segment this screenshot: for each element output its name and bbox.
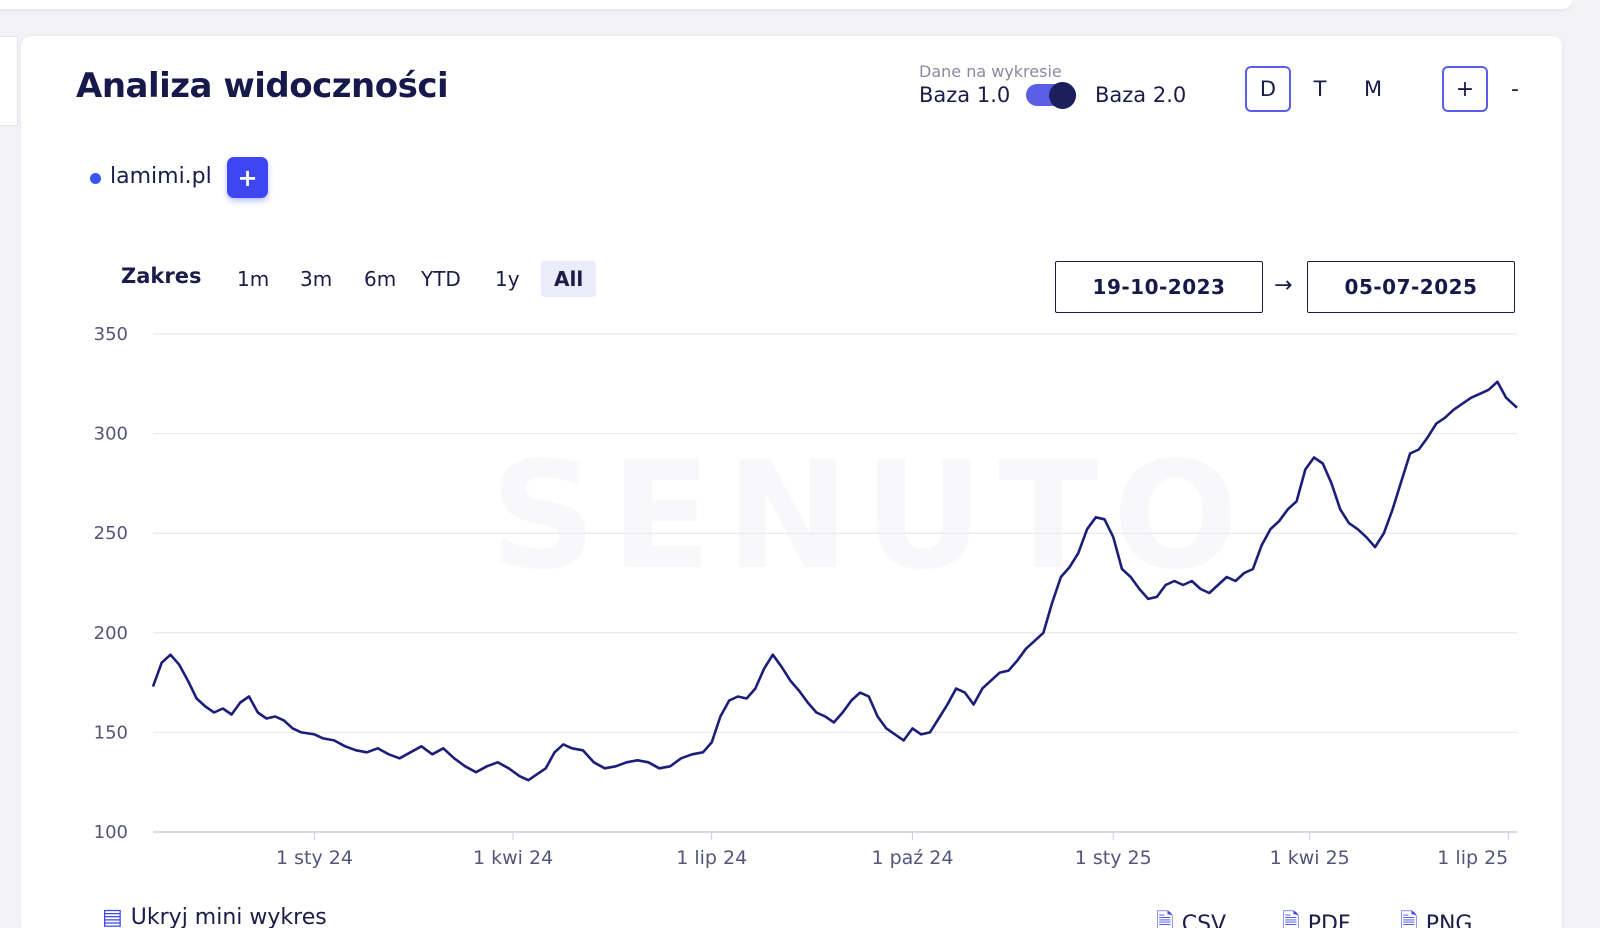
legend-domain-label: lamimi.pl — [110, 164, 212, 189]
page-title: Analiza widoczności — [76, 66, 449, 106]
x-tick-label: 1 paź 24 — [871, 847, 953, 869]
base-toggle[interactable] — [1026, 82, 1076, 109]
y-tick-label: 300 — [94, 424, 128, 445]
toggle-mini-chart-link[interactable]: ▤ Ukryj mini wykres — [102, 905, 327, 928]
y-tick-label: 150 — [94, 722, 128, 743]
y-tick-label: 200 — [94, 623, 128, 644]
csv-file-icon: 🗎 — [1156, 910, 1174, 928]
visibility-card — [21, 36, 1562, 928]
x-tick-label: 1 sty 24 — [276, 847, 353, 869]
export-png-button[interactable]: 🗎 PNG — [1400, 905, 1472, 928]
x-tick-label: 1 kwi 24 — [473, 847, 553, 869]
pdf-file-icon: 🗎 — [1282, 910, 1300, 928]
range-all-button[interactable]: All — [541, 261, 597, 297]
zoom-out-button[interactable]: - — [1511, 76, 1519, 102]
x-tick-label: 1 sty 25 — [1075, 847, 1152, 869]
zoom-in-button[interactable]: + — [1442, 66, 1488, 112]
series-line-lamimi — [151, 380, 1518, 782]
date-from-input[interactable]: 19-10-2023 — [1055, 261, 1263, 313]
base-2-label: Baza 2.0 — [1095, 83, 1187, 107]
export-csv-button[interactable]: 🗎 CSV — [1156, 905, 1226, 928]
period-day-button[interactable]: D — [1245, 66, 1291, 112]
date-to-input[interactable]: 05-07-2025 — [1307, 261, 1515, 313]
top-bar — [0, 0, 1572, 9]
png-label: PNG — [1425, 911, 1473, 928]
grid-layer — [153, 333, 1517, 833]
range-1y-button[interactable]: 1y — [495, 267, 520, 291]
mini-chart-icon: ▤ — [102, 905, 123, 928]
side-panel-edge — [0, 36, 18, 126]
export-pdf-button[interactable]: 🗎 PDF — [1282, 905, 1351, 928]
png-file-icon: 🗎 — [1400, 910, 1418, 928]
date-arrow-icon: → — [1274, 273, 1293, 298]
y-tick-label: 100 — [94, 822, 128, 843]
toggle-knob — [1049, 82, 1076, 109]
x-tick-label: 1 lip 24 — [676, 847, 747, 869]
x-tick-layer: 1 sty 24 1 kwi 24 1 lip 24 1 paź 24 1 sty 25… — [276, 832, 1509, 869]
range-label: Zakres — [121, 264, 202, 288]
range-6m-button[interactable]: 6m — [364, 267, 397, 291]
y-tick-label: 350 — [94, 324, 128, 345]
x-tick-label: 1 kwi 25 — [1270, 847, 1350, 869]
y-tick-layer: 100 150 200 250 300 350 — [94, 324, 128, 843]
pdf-label: PDF — [1307, 911, 1351, 928]
range-ytd-button[interactable]: YTD — [421, 267, 461, 291]
period-week-button[interactable]: T — [1313, 77, 1327, 101]
y-tick-label: 250 — [94, 523, 128, 544]
range-3m-button[interactable]: 3m — [300, 267, 333, 291]
period-month-button[interactable]: M — [1363, 77, 1383, 101]
legend-dot — [90, 173, 101, 184]
mini-chart-label: Ukryj mini wykres — [130, 905, 327, 928]
data-on-chart-label: Dane na wykresie — [919, 62, 1062, 81]
range-1m-button[interactable]: 1m — [237, 267, 270, 291]
base-1-label: Baza 1.0 — [919, 83, 1011, 107]
csv-label: CSV — [1181, 911, 1227, 928]
x-tick-label: 1 lip 25 — [1437, 847, 1508, 869]
add-domain-button[interactable]: + — [227, 157, 268, 198]
